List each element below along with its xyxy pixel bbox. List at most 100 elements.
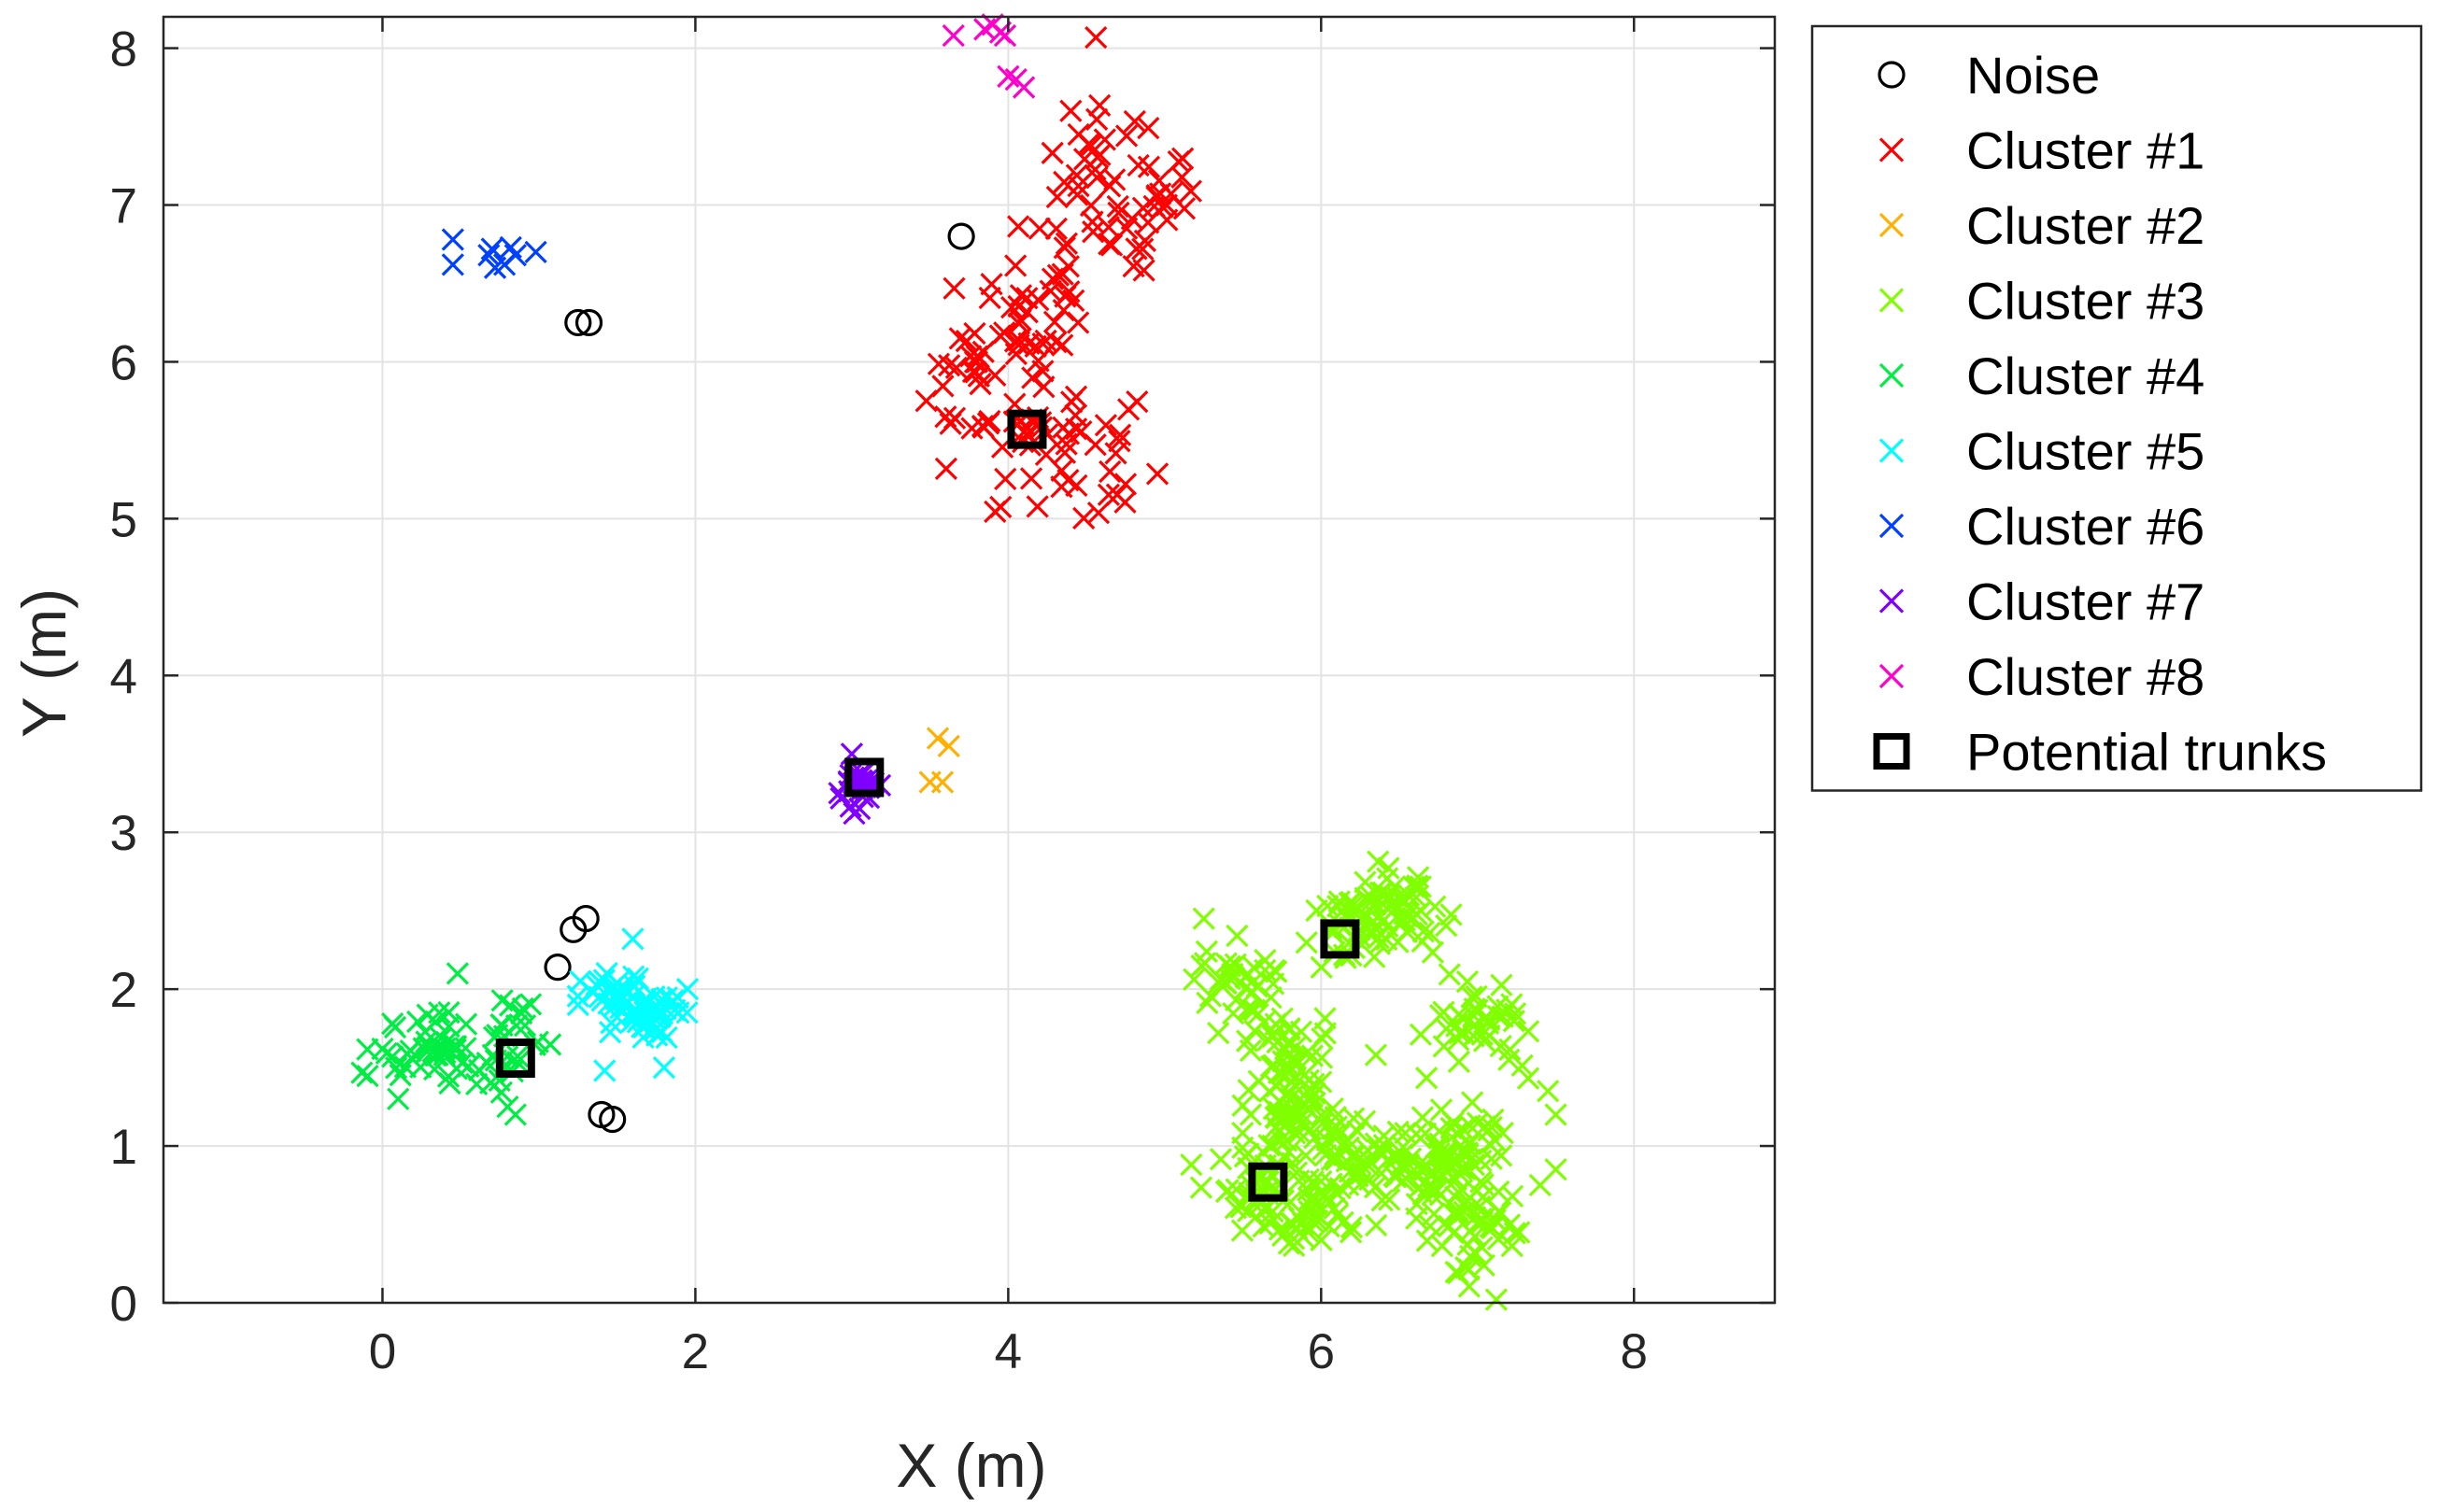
cluster-1-point [955, 329, 978, 353]
cluster-1-point [1050, 475, 1073, 499]
legend-entry-cluster-1: Cluster #1 [1878, 121, 2204, 180]
point-stroke [1310, 1169, 1333, 1194]
point-stroke [1414, 1152, 1438, 1177]
cluster-3-point [1483, 1129, 1507, 1152]
point-stroke [422, 1039, 446, 1062]
cluster-4-point [422, 1039, 446, 1062]
legend-marker-x [1878, 663, 1905, 689]
noise-point [599, 1105, 627, 1134]
point-stroke [1313, 1143, 1338, 1166]
legend-entry-cluster-4: Cluster #4 [1878, 346, 2204, 405]
cluster-5-point [566, 993, 589, 1017]
cluster-1-point [1084, 433, 1107, 457]
cluster-3-point [1339, 1215, 1364, 1239]
cluster-1-point [1041, 141, 1064, 164]
cluster-5-point [644, 997, 667, 1021]
point-stroke [1405, 1193, 1428, 1216]
point-stroke [993, 321, 1016, 345]
point-stroke [1127, 153, 1150, 177]
cluster-3-point [1424, 895, 1447, 918]
cluster-3-point [1279, 1086, 1302, 1110]
point-stroke [489, 1081, 514, 1104]
cluster-3-point [1463, 1206, 1487, 1229]
point-stroke [1252, 1215, 1275, 1238]
point-stroke [1500, 993, 1524, 1016]
point-stroke [1136, 211, 1160, 234]
point-stroke [1084, 26, 1108, 49]
point-stroke [441, 228, 464, 251]
cluster-3-point [1414, 1067, 1439, 1090]
point-stroke [1358, 891, 1382, 914]
cluster-1-point [1004, 254, 1028, 277]
point-stroke [626, 967, 649, 990]
cluster-1-point [994, 467, 1017, 491]
cluster-1-point [1017, 332, 1041, 355]
point-stroke [1469, 1170, 1493, 1194]
cluster-1-point [1115, 217, 1139, 240]
cluster-1-point [1042, 310, 1067, 333]
point-stroke [1476, 1011, 1500, 1035]
cluster-3-point [1462, 1153, 1485, 1177]
legend-label: Potential trunks [1966, 723, 2327, 782]
x-tick-label: 4 [995, 1324, 1022, 1379]
cluster-3-point [1465, 998, 1488, 1022]
point-stroke [1453, 1200, 1476, 1223]
cluster-3-point [1310, 955, 1333, 979]
cluster-3-point [1209, 1148, 1233, 1171]
point-stroke [437, 1000, 461, 1024]
cluster-1-point [1086, 502, 1111, 525]
point-stroke [1103, 168, 1127, 191]
point-stroke [1218, 954, 1241, 978]
cluster-3-point [1263, 958, 1286, 982]
point-stroke [1067, 122, 1090, 147]
cluster-3-point [1265, 1115, 1288, 1138]
cluster-1-point [1082, 220, 1105, 244]
cluster-2-point [937, 734, 960, 757]
cluster-5-point [632, 992, 657, 1015]
cluster-1-point [1088, 93, 1112, 118]
point-stroke [965, 345, 989, 368]
cluster-1-point [943, 406, 967, 430]
point-stroke [965, 350, 989, 374]
cluster-1-point [1084, 26, 1108, 49]
legend-label: Cluster #2 [1966, 196, 2204, 255]
cluster-3-point [1303, 1091, 1326, 1115]
point-stroke [1224, 1196, 1248, 1220]
point-stroke [655, 1025, 678, 1050]
point-stroke [1088, 93, 1112, 118]
point-stroke [1062, 289, 1085, 312]
point-stroke [1309, 1070, 1333, 1094]
point-stroke [1371, 893, 1396, 916]
noise-point [560, 915, 588, 943]
cluster-3-point [1455, 969, 1480, 994]
point-stroke [566, 993, 589, 1017]
point-stroke [424, 1010, 447, 1034]
x-tick-label: 0 [369, 1324, 396, 1379]
cluster-3-point [1358, 891, 1382, 914]
point-stroke [1085, 146, 1110, 169]
point-stroke [457, 1054, 480, 1079]
cluster-1-point [1066, 183, 1089, 206]
legend-marker-square [1873, 733, 1910, 770]
noise-point [574, 308, 603, 337]
point-stroke [1106, 194, 1129, 219]
point-stroke [1310, 955, 1333, 979]
cluster-1-point [1007, 312, 1031, 335]
cluster-5-point [621, 927, 645, 951]
cluster-3-point [1325, 1148, 1348, 1171]
grid [163, 17, 1775, 1304]
point-stroke [1313, 1022, 1337, 1045]
cluster-3-point [1441, 1151, 1465, 1174]
cluster-3-point [1500, 1235, 1524, 1258]
point-stroke [1259, 985, 1283, 1010]
point-stroke [1050, 459, 1073, 483]
cluster-1-point [1107, 201, 1130, 225]
point-stroke [477, 244, 501, 267]
point-stroke [1222, 1001, 1245, 1025]
point-stroke [1015, 287, 1039, 310]
cluster-3-point [1385, 885, 1410, 910]
point-stroke [1510, 1053, 1534, 1077]
cluster-5-point [626, 967, 649, 990]
cluster-3-point [1490, 973, 1513, 996]
legend-marker-x [1878, 288, 1905, 313]
